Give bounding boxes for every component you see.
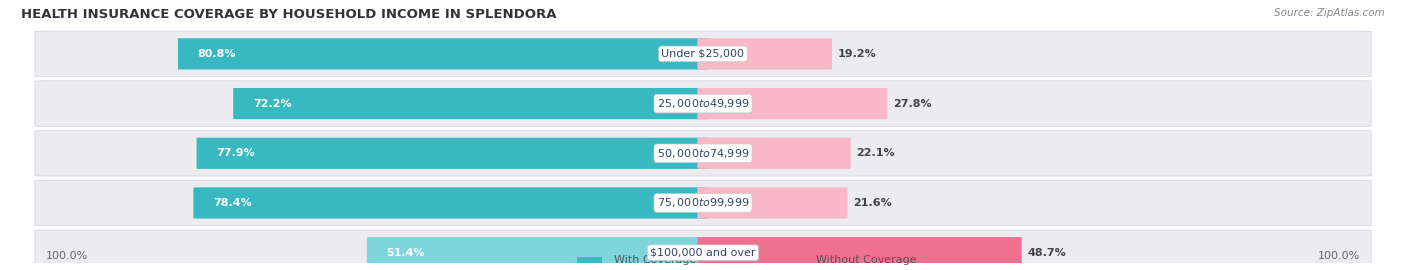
Text: 78.4%: 78.4% (212, 198, 252, 208)
FancyBboxPatch shape (194, 187, 709, 219)
Text: $25,000 to $49,999: $25,000 to $49,999 (657, 97, 749, 110)
FancyBboxPatch shape (233, 88, 709, 119)
Text: With Coverage: With Coverage (613, 255, 696, 265)
Text: 51.4%: 51.4% (387, 248, 425, 258)
Text: Source: ZipAtlas.com: Source: ZipAtlas.com (1274, 8, 1385, 18)
Text: 48.7%: 48.7% (1028, 248, 1066, 258)
Text: Without Coverage: Without Coverage (817, 255, 917, 265)
FancyBboxPatch shape (35, 81, 1371, 126)
FancyBboxPatch shape (697, 88, 887, 119)
Text: $75,000 to $99,999: $75,000 to $99,999 (657, 197, 749, 210)
FancyBboxPatch shape (367, 237, 709, 268)
Text: 27.8%: 27.8% (893, 99, 932, 109)
Text: 72.2%: 72.2% (253, 99, 291, 109)
FancyBboxPatch shape (35, 130, 1371, 176)
Text: HEALTH INSURANCE COVERAGE BY HOUSEHOLD INCOME IN SPLENDORA: HEALTH INSURANCE COVERAGE BY HOUSEHOLD I… (21, 8, 557, 21)
FancyBboxPatch shape (697, 187, 848, 219)
FancyBboxPatch shape (197, 138, 709, 169)
Text: 80.8%: 80.8% (197, 49, 236, 59)
Text: 22.1%: 22.1% (856, 148, 894, 158)
FancyBboxPatch shape (578, 257, 602, 263)
FancyBboxPatch shape (780, 257, 806, 263)
Text: $100,000 and over: $100,000 and over (650, 248, 756, 258)
FancyBboxPatch shape (35, 31, 1371, 77)
FancyBboxPatch shape (179, 38, 709, 69)
Text: 19.2%: 19.2% (838, 49, 876, 59)
Text: Under $25,000: Under $25,000 (661, 49, 745, 59)
Text: 21.6%: 21.6% (853, 198, 891, 208)
FancyBboxPatch shape (697, 38, 832, 69)
Text: 77.9%: 77.9% (217, 148, 254, 158)
Text: $50,000 to $74,999: $50,000 to $74,999 (657, 147, 749, 160)
FancyBboxPatch shape (35, 180, 1371, 226)
FancyBboxPatch shape (697, 138, 851, 169)
Text: 100.0%: 100.0% (1317, 251, 1360, 261)
Text: 100.0%: 100.0% (46, 251, 89, 261)
FancyBboxPatch shape (697, 237, 1022, 268)
FancyBboxPatch shape (35, 230, 1371, 270)
